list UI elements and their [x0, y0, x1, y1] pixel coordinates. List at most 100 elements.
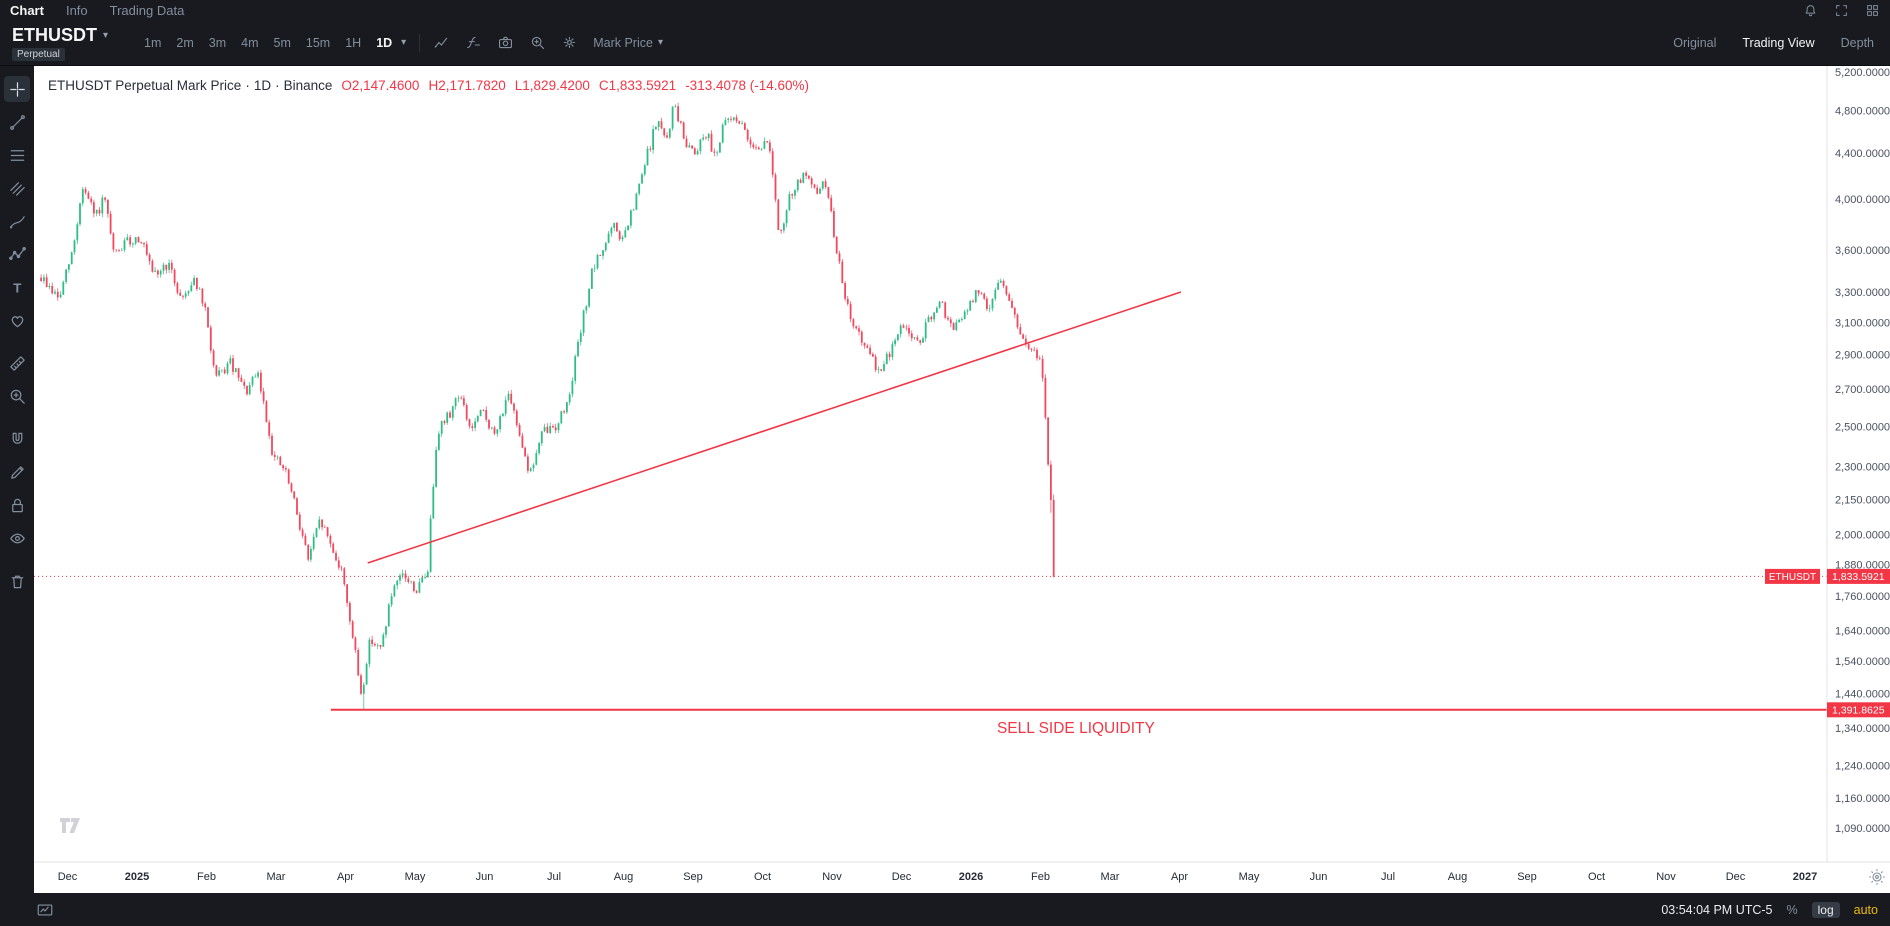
zoom-in-icon[interactable] — [529, 34, 546, 51]
fib-retracement-icon[interactable] — [4, 142, 30, 168]
interval-5m[interactable]: 5m — [273, 35, 291, 50]
svg-text:2,900.0000: 2,900.0000 — [1835, 350, 1890, 362]
view-tab-tradingview[interactable]: Trading View — [1742, 35, 1815, 50]
indicators-icon[interactable] — [465, 34, 482, 51]
trendline-drawing[interactable] — [367, 291, 1182, 564]
top-menu-bar: Chart Info Trading Data — [0, 0, 1890, 20]
symbol-selector[interactable]: ETHUSDT ▾ — [12, 25, 124, 46]
pitchfork-icon[interactable] — [4, 175, 30, 201]
svg-text:Jun: Jun — [1310, 871, 1328, 883]
edit-icon[interactable] — [4, 459, 30, 485]
percent-scale-toggle[interactable]: % — [1786, 902, 1798, 917]
interval-3m[interactable]: 3m — [208, 35, 227, 50]
symbol-name: ETHUSDT — [12, 24, 97, 45]
interval-buttons: 1m 2m 3m 4m 5m 15m 1H 1D — [144, 36, 392, 50]
svg-text:1,760.0000: 1,760.0000 — [1835, 591, 1890, 603]
view-tab-depth[interactable]: Depth — [1840, 35, 1874, 50]
legend-title: ETHUSDT Perpetual Mark Price — [48, 78, 242, 93]
trash-icon[interactable] — [4, 568, 30, 594]
pattern-icon[interactable] — [4, 241, 30, 267]
line-chart-icon[interactable] — [433, 34, 450, 51]
svg-text:2,300.0000: 2,300.0000 — [1835, 462, 1890, 474]
svg-text:1,880.0000: 1,880.0000 — [1835, 559, 1890, 571]
interval-2m[interactable]: 2m — [176, 35, 194, 50]
legend-close: C1,833.5921 — [598, 78, 677, 93]
brush-icon[interactable] — [4, 208, 30, 234]
svg-text:Jul: Jul — [1381, 871, 1395, 883]
menu-tab-chart[interactable]: Chart — [10, 2, 44, 18]
svg-text:Mar: Mar — [1101, 871, 1120, 883]
chevron-down-icon: ▾ — [657, 37, 663, 48]
legend-open: O2,147.4600 — [341, 78, 420, 93]
notifications-icon[interactable] — [1803, 3, 1818, 18]
emoji-icon[interactable] — [4, 307, 30, 333]
svg-text:2027: 2027 — [1793, 871, 1817, 883]
legend-interval: 1D — [253, 78, 272, 93]
sell-side-liquidity-label[interactable]: SELL SIDE LIQUIDITY — [997, 720, 1155, 737]
interval-dropdown-caret[interactable]: ▾ — [401, 37, 407, 48]
svg-text:Nov: Nov — [1656, 871, 1676, 883]
svg-text:2026: 2026 — [959, 871, 983, 883]
apps-grid-icon[interactable] — [1865, 3, 1880, 18]
settings-icon[interactable] — [561, 34, 578, 51]
clock-label: 03:54:04 PM UTC-5 — [1661, 902, 1773, 917]
svg-text:4,800.0000: 4,800.0000 — [1835, 106, 1890, 118]
zoom-in-icon[interactable] — [4, 383, 30, 409]
chart-region: SELL SIDE LIQUIDITY 5,200.0000 4,800.0000 4… — [34, 66, 1890, 893]
fullscreen-icon[interactable] — [1834, 3, 1849, 18]
main-area: T SELL SIDE LIQUIDITY 5,200.0000 4,800.000… — [0, 66, 1890, 893]
tradingview-logo[interactable] — [60, 818, 82, 839]
trendline-icon[interactable] — [4, 109, 30, 135]
menu-tab-trading-data[interactable]: Trading Data — [109, 2, 185, 18]
time-axis-settings-icon[interactable] — [1869, 869, 1885, 885]
price-type-label: Mark Price — [593, 35, 653, 50]
candles — [40, 102, 1055, 710]
magnet-icon[interactable] — [4, 426, 30, 452]
svg-text:1,240.0000: 1,240.0000 — [1835, 761, 1890, 773]
camera-icon[interactable] — [497, 34, 514, 51]
price-type-selector[interactable]: Mark Price ▾ — [593, 36, 663, 50]
view-tab-original[interactable]: Original — [1673, 35, 1717, 50]
svg-text:1,440.0000: 1,440.0000 — [1835, 688, 1890, 700]
svg-text:Feb: Feb — [197, 871, 216, 883]
svg-text:3,100.0000: 3,100.0000 — [1835, 317, 1890, 329]
visibility-icon[interactable] — [4, 525, 30, 551]
svg-text:Sep: Sep — [683, 871, 703, 883]
lock-icon[interactable] — [4, 492, 30, 518]
interval-1d[interactable]: 1D — [376, 35, 393, 50]
svg-text:3,300.0000: 3,300.0000 — [1835, 287, 1890, 299]
chart-layout-icon[interactable] — [36, 901, 54, 919]
interval-1m[interactable]: 1m — [144, 35, 162, 50]
interval-4m[interactable]: 4m — [241, 35, 259, 50]
svg-text:Nov: Nov — [822, 871, 842, 883]
log-scale-toggle[interactable]: log — [1811, 901, 1840, 918]
legend-separator: · — [245, 78, 250, 93]
svg-text:Aug: Aug — [1448, 871, 1468, 883]
price-axis[interactable]: 5,200.0000 4,800.0000 4,400.0000 4,000.0000… — [1835, 67, 1890, 835]
interval-15m[interactable]: 15m — [305, 35, 331, 50]
legend-exchange: Binance — [283, 78, 333, 93]
view-tabs: Original Trading View Depth — [1673, 36, 1878, 50]
svg-text:Feb: Feb — [1031, 871, 1050, 883]
svg-text:Oct: Oct — [754, 871, 771, 883]
time-axis[interactable]: Dec 2025 Feb Mar Apr May Jun Jul Aug Sep Oct Nov Dec… — [58, 871, 1818, 883]
svg-text:Apr: Apr — [337, 871, 354, 883]
interval-1h[interactable]: 1H — [345, 35, 362, 50]
svg-text:1,391.8625: 1,391.8625 — [1832, 704, 1885, 716]
drawing-toolbar: T — [0, 66, 34, 893]
text-icon[interactable]: T — [4, 274, 30, 300]
bottom-status-bar: 03:54:04 PM UTC-5 % log auto — [0, 893, 1890, 926]
symbol-bar: ETHUSDT ▾ Perpetual 1m 2m 3m 4m 5m 15m 1H 1D ▾ … — [0, 20, 1890, 66]
menu-tab-info[interactable]: Info — [65, 2, 88, 18]
svg-text:1,090.0000: 1,090.0000 — [1835, 823, 1890, 835]
svg-text:2,700.0000: 2,700.0000 — [1835, 384, 1890, 396]
crosshair-icon[interactable] — [4, 76, 30, 102]
svg-text:Mar: Mar — [267, 871, 286, 883]
auto-scale-toggle[interactable]: auto — [1853, 902, 1878, 917]
chart-canvas[interactable]: SELL SIDE LIQUIDITY 5,200.0000 4,800.0000 4… — [34, 66, 1890, 893]
legend-high: H2,171.7820 — [428, 78, 506, 93]
measure-icon[interactable] — [4, 350, 30, 376]
legend-separator: · — [275, 78, 280, 93]
svg-text:4,400.0000: 4,400.0000 — [1835, 148, 1890, 160]
svg-text:Dec: Dec — [892, 871, 912, 883]
